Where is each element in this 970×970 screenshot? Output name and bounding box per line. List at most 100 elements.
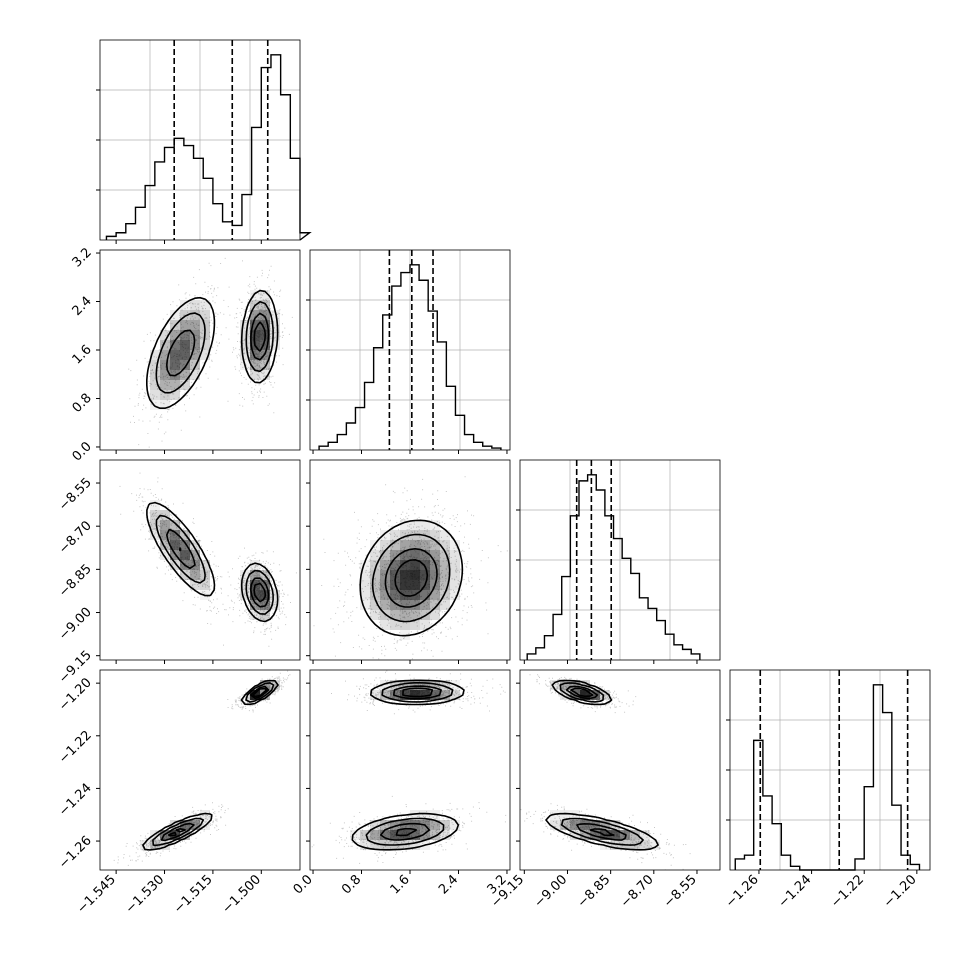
density-cell [170, 350, 180, 360]
contour-line [142, 679, 279, 851]
density-cell [150, 530, 160, 540]
density-cell [250, 570, 260, 580]
density-cell [400, 540, 410, 550]
density-cell [380, 570, 390, 580]
hist-step-line [526, 474, 701, 660]
density-cell [150, 520, 160, 530]
density-cell [260, 300, 270, 310]
hist-step-line [734, 684, 921, 871]
density-cell [430, 520, 440, 530]
density-cell [170, 390, 180, 400]
density-cell [410, 600, 420, 610]
density-cell [190, 370, 200, 380]
density-cell [380, 600, 390, 610]
density-cell [200, 580, 210, 590]
density-cell [410, 680, 420, 690]
density-cell [440, 550, 450, 560]
density-cell [400, 530, 410, 540]
x-tick-label: −9.00 [532, 872, 571, 911]
density-cell [420, 560, 430, 570]
density-cell [400, 680, 410, 690]
density-cell [450, 550, 460, 560]
scatter-panel-2-0 [99, 459, 301, 661]
density-cell [360, 840, 370, 850]
density-cell [370, 560, 380, 570]
contour-line [365, 682, 454, 846]
density-cell [240, 570, 250, 580]
density-cell [190, 300, 200, 310]
density-cell [380, 590, 390, 600]
density-cell [410, 840, 420, 850]
density-cell [160, 350, 170, 360]
density-cell [640, 830, 650, 840]
x-tick-label: 2.4 [436, 872, 461, 897]
density-cell [370, 830, 380, 840]
density-cell [410, 550, 420, 560]
density-cell [380, 620, 390, 630]
density-cell [170, 540, 180, 550]
density-cell [400, 620, 410, 630]
density-cell [250, 360, 260, 370]
density-cell [180, 320, 190, 330]
x-tick-label: −1.530 [123, 872, 168, 917]
x-tick-label: 1.6 [388, 872, 413, 897]
density-cell [550, 680, 560, 690]
density-cell [430, 570, 440, 580]
contour-line [146, 289, 279, 409]
y-tick-label: −1.22 [56, 728, 95, 767]
density-cell [260, 370, 270, 380]
density-cell [360, 570, 370, 580]
x-tick-label: 0.8 [339, 872, 364, 897]
density-cell [190, 360, 200, 370]
density-cell [580, 830, 590, 840]
density-cell [440, 540, 450, 550]
density-cell [380, 820, 390, 830]
contour-line [570, 687, 615, 837]
density-cell [160, 540, 170, 550]
density-cell [650, 840, 660, 850]
density-cell [250, 370, 260, 380]
density-cell [190, 540, 200, 550]
density-cell [410, 820, 420, 830]
density-cell [160, 530, 170, 540]
density-cell [430, 590, 440, 600]
density-cell [200, 810, 210, 820]
density-cell [260, 360, 270, 370]
density-cell [450, 580, 460, 590]
density-cell [250, 350, 260, 360]
density-cell [400, 560, 410, 570]
density-cell [190, 580, 200, 590]
density-cell [410, 540, 420, 550]
x-tick-label: −1.26 [723, 872, 762, 911]
density-cell [160, 340, 170, 350]
density-cell [410, 520, 420, 530]
density-cell [370, 600, 380, 610]
contour-line [155, 301, 274, 394]
density-cell [360, 590, 370, 600]
density-cell [190, 570, 200, 580]
density-cell [180, 300, 190, 310]
density-cell [420, 540, 430, 550]
scatter-panel-3-2 [519, 669, 721, 871]
density-cell [180, 340, 190, 350]
contour-line [160, 685, 270, 842]
density-cell [380, 560, 390, 570]
density-cell [440, 830, 450, 840]
density-cell [240, 330, 250, 340]
scatter-points [113, 670, 291, 866]
contour-line [394, 559, 429, 597]
density-cell [250, 320, 260, 330]
density-cell [450, 820, 460, 830]
density-cell [180, 350, 190, 360]
density-cell [170, 520, 180, 530]
hist-step-line [105, 54, 312, 241]
density-cell [410, 570, 420, 580]
density-cell [360, 580, 370, 590]
density-cell [190, 310, 200, 320]
x-tick-label: −8.55 [661, 872, 700, 911]
density-cell [630, 830, 640, 840]
x-tick-label: −1.24 [776, 872, 815, 911]
density-cell [600, 690, 610, 700]
density-cell [440, 560, 450, 570]
